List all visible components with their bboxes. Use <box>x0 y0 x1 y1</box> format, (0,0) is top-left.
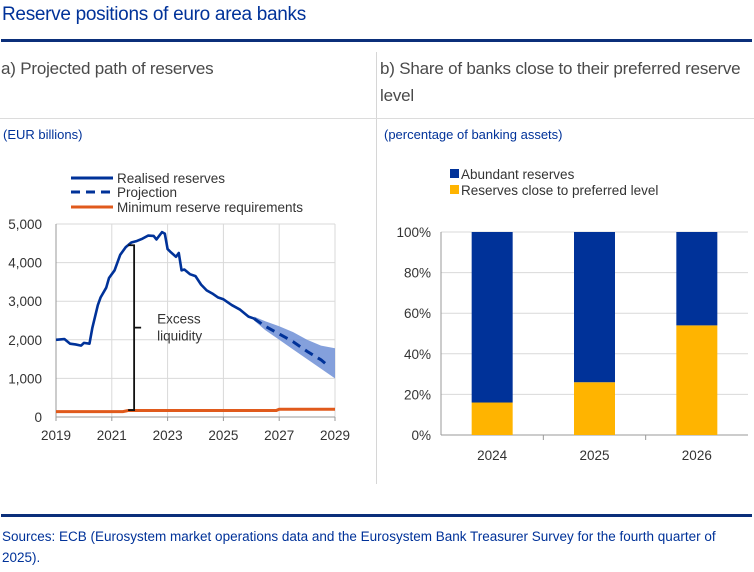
legend-label: Projection <box>117 185 177 200</box>
x-tick-label: 2024 <box>477 448 508 463</box>
bar-segment-abundant <box>676 232 718 326</box>
y-tick-label: 3,000 <box>8 294 42 309</box>
sources-note: Sources: ECB (Eurosystem market operatio… <box>2 529 716 565</box>
panel-a-unit: (EUR billions) <box>3 127 83 142</box>
panel-title-divider <box>0 118 754 119</box>
figure-title: Reserve positions of euro area banks <box>2 4 306 25</box>
bar-segment-close-to-preferred <box>676 325 718 435</box>
bar-segment-close-to-preferred <box>574 382 615 435</box>
projection-range-band <box>254 316 335 379</box>
bar-segment-close-to-preferred <box>471 402 513 435</box>
panel-b-title: b) Share of banks close to their preferr… <box>380 59 741 105</box>
legend-label: Minimum reserve requirements <box>117 200 303 215</box>
x-tick-label: 2023 <box>153 428 183 443</box>
x-tick-label: 2025 <box>579 448 609 463</box>
bar-segment-abundant <box>471 232 513 403</box>
series-projection-line <box>253 317 331 368</box>
y-tick-label: 1,000 <box>8 371 42 386</box>
series-minimum-reserve-line <box>56 407 335 414</box>
x-tick-label: 2019 <box>41 428 71 443</box>
y-tick-label: 40% <box>404 347 431 362</box>
y-tick-label: 100% <box>396 225 431 240</box>
y-tick-label: 60% <box>404 306 431 321</box>
y-tick-label: 5,000 <box>8 217 42 232</box>
legend-swatch <box>450 185 459 194</box>
bar-segment-abundant <box>574 232 615 383</box>
y-tick-label: 0% <box>411 428 431 443</box>
annotation-label: Excess <box>157 312 201 327</box>
excess-liquidity-bracket <box>128 244 142 411</box>
series-realised-line <box>55 230 255 347</box>
legend-swatch <box>450 169 459 178</box>
x-tick-label: 2029 <box>320 428 350 443</box>
panel-b-unit: (percentage of banking assets) <box>384 127 563 142</box>
panel-a-title: a) Projected path of reserves <box>1 59 214 78</box>
x-tick-label: 2025 <box>208 428 238 443</box>
annotation-label: liquidity <box>157 329 202 344</box>
panel-divider <box>376 52 377 484</box>
y-tick-label: 80% <box>404 266 431 281</box>
x-tick-label: 2026 <box>682 448 712 463</box>
bottom-rule <box>1 514 752 517</box>
legend-label: Reserves close to preferred level <box>461 183 658 198</box>
y-tick-label: 20% <box>404 387 431 402</box>
legend-label: Realised reserves <box>117 171 225 186</box>
y-tick-label: 2,000 <box>8 333 42 348</box>
top-rule <box>1 39 752 42</box>
x-tick-label: 2021 <box>97 428 127 443</box>
y-tick-label: 0 <box>34 410 42 425</box>
legend-label: Abundant reserves <box>461 167 575 182</box>
y-tick-label: 4,000 <box>8 256 42 271</box>
x-tick-label: 2027 <box>264 428 294 443</box>
